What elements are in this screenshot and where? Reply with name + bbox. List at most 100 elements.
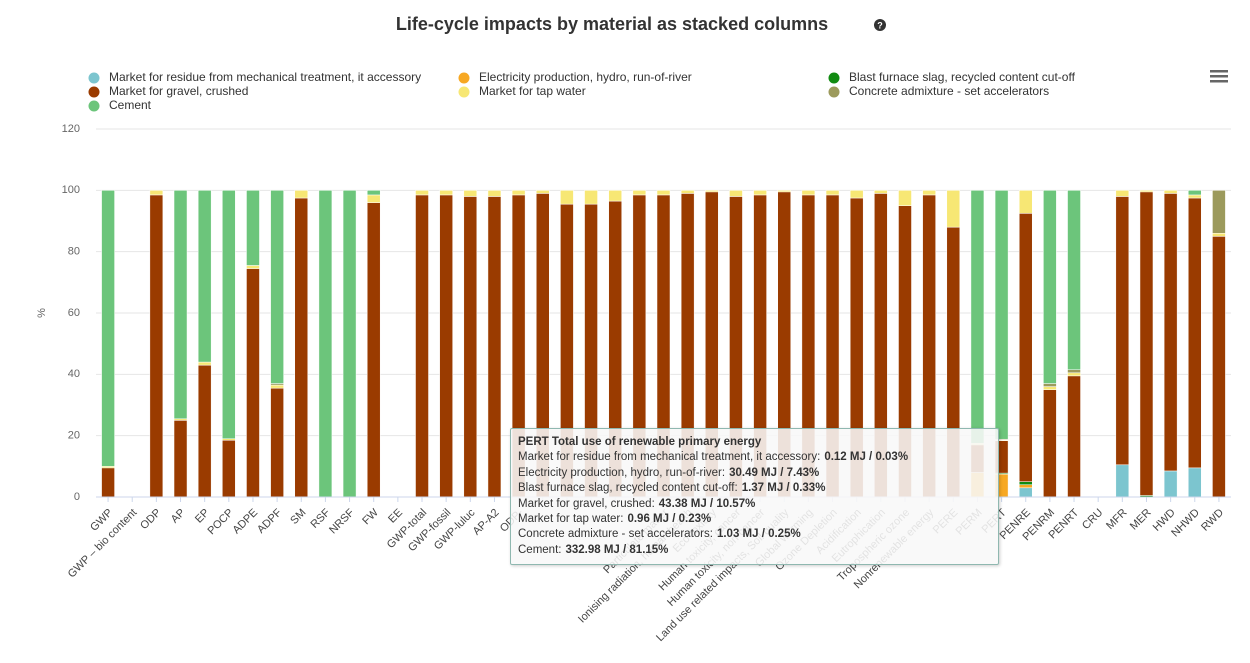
x-tick-label: CRU <box>1080 507 1105 532</box>
bar-segment <box>1043 389 1057 498</box>
legend-swatch <box>458 86 470 98</box>
help-icon[interactable]: ? <box>874 19 886 31</box>
bar-segment <box>270 384 284 389</box>
bar-segment <box>415 194 429 498</box>
bar-segment <box>1188 190 1202 196</box>
bar-segment <box>439 190 453 196</box>
tooltip-row: Electricity production, hydro, run-of-ri… <box>518 466 991 481</box>
chart-title: Life-cycle impacts by material as stacke… <box>396 14 828 34</box>
tooltip-value: 0.12 MJ / 0.03% <box>824 451 909 464</box>
legend-swatch <box>828 72 840 84</box>
bar-segment <box>101 467 115 498</box>
bar-segment <box>994 190 1009 440</box>
tooltip-label: Market for gravel, crushed: <box>518 497 655 510</box>
bar-segment <box>849 190 864 199</box>
bar-segment <box>366 194 381 203</box>
bar-segment <box>1067 372 1081 377</box>
tooltip-row: Cement: 332.98 MJ / 81.15% <box>518 543 991 558</box>
bar-segment <box>1018 481 1033 485</box>
bar-segment <box>173 190 188 420</box>
x-tick-label: ADPF <box>255 506 284 535</box>
bar-segment <box>294 190 309 199</box>
tooltip-value: 0.96 MJ / 0.23% <box>627 513 712 526</box>
bar-segment <box>1067 190 1081 370</box>
tooltip-label: Electricity production, hydro, run-of-ri… <box>518 466 726 479</box>
bar-segment <box>1163 470 1178 498</box>
y-tick-label: 100 <box>62 184 80 196</box>
bar-segment <box>246 265 260 269</box>
legend-swatch <box>88 86 100 98</box>
bar-segment <box>487 196 502 498</box>
tooltip-label: Cement: <box>518 543 562 556</box>
bar-segment <box>197 361 212 366</box>
bar-segment <box>1067 375 1081 498</box>
x-tick-label: AP <box>169 507 188 526</box>
legend-label: Electricity production, hydro, run-of-ri… <box>479 70 692 84</box>
legend-label: Market for residue from mechanical treat… <box>109 70 421 84</box>
x-tick-label: RWD <box>1199 507 1226 534</box>
bar-segment <box>560 190 574 205</box>
bar-segment <box>922 190 936 196</box>
bar-segment <box>753 190 767 196</box>
bar-segment <box>1212 190 1226 234</box>
legend-label: Market for tap water <box>479 84 586 98</box>
bar-segment <box>246 268 260 498</box>
bar-segment <box>149 194 164 498</box>
tooltip-value: 43.38 MJ / 10.57% <box>658 497 756 510</box>
bar-segment <box>222 190 236 439</box>
x-tick-label: SM <box>288 507 308 527</box>
legend-swatch <box>88 72 100 84</box>
x-tick-label: FW <box>360 506 381 527</box>
bar-segment <box>584 190 598 205</box>
legend-swatch <box>828 86 840 98</box>
legend-label: Cement <box>109 98 152 112</box>
bar-segment <box>511 190 526 196</box>
y-tick-label: 80 <box>68 246 80 258</box>
y-axis-label: % <box>36 308 48 318</box>
y-tick-label: 40 <box>68 368 80 380</box>
tooltip-value: 1.03 MJ / 0.25% <box>716 528 801 541</box>
bar-segment <box>1043 383 1057 387</box>
bar-segment <box>1188 467 1202 498</box>
svg-text:?: ? <box>877 20 883 30</box>
bar-segment <box>246 190 260 266</box>
x-tick-label: MER <box>1128 507 1154 533</box>
bar-segment <box>970 190 985 444</box>
tooltip-row: Market for tap water: 0.96 MJ / 0.23% <box>518 512 991 527</box>
bar-segment <box>366 190 381 196</box>
bar-segment <box>536 190 550 194</box>
bar-segment <box>415 190 429 196</box>
bar-segment <box>1115 196 1130 466</box>
y-tick-label: 120 <box>62 123 80 135</box>
bar-segment <box>1115 190 1130 197</box>
tooltip-row: Concrete admixture - set accelerators: 1.… <box>518 527 991 542</box>
bar-segment <box>439 194 453 498</box>
bar-segment <box>656 190 671 196</box>
menu-button[interactable] <box>1210 70 1228 83</box>
tooltip-label: Blast furnace slag, recycled content cut… <box>518 482 738 495</box>
x-tick-label: MFR <box>1104 507 1129 532</box>
legend-label: Market for gravel, crushed <box>109 84 248 98</box>
bar-segment <box>149 190 164 196</box>
y-tick-label: 0 <box>74 491 80 503</box>
x-tick-label: EE <box>386 507 405 526</box>
bar-segment <box>463 196 478 498</box>
bar-segment <box>1018 213 1033 482</box>
tooltip-row: Market for gravel, crushed: 43.38 MJ / 10… <box>518 497 991 512</box>
bar-segment <box>342 190 357 498</box>
legend-swatch <box>458 72 470 84</box>
bar-segment <box>1043 190 1057 384</box>
bar-segment <box>801 190 816 196</box>
bar-segment <box>197 364 212 498</box>
bar-segment <box>1212 236 1226 498</box>
bar-segment <box>608 190 622 202</box>
bar-segment <box>729 190 743 197</box>
bar-segment <box>222 440 236 498</box>
bar-segment <box>1043 386 1057 390</box>
bar-segment <box>294 197 309 498</box>
bar-segment <box>1115 464 1130 498</box>
bar-segment <box>1212 233 1226 237</box>
tooltip-value: 1.37 MJ / 0.33% <box>741 482 826 495</box>
bar-segment <box>898 190 912 206</box>
